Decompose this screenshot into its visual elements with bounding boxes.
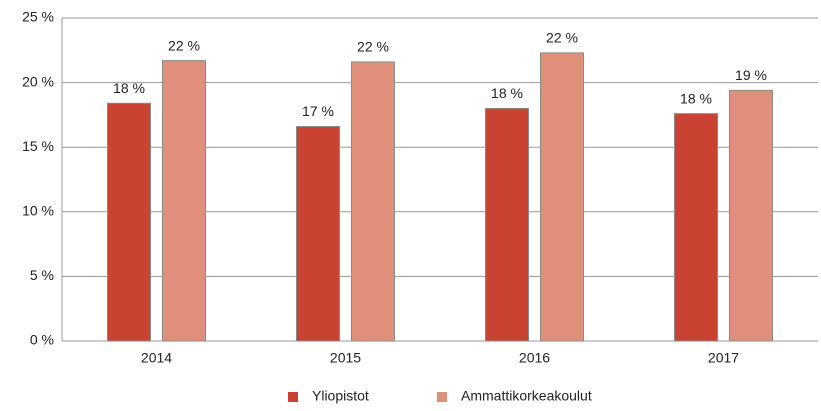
value-label: 22 % bbox=[357, 39, 389, 55]
y-tick-label: 0 % bbox=[30, 332, 54, 348]
y-tick-label: 15 % bbox=[22, 138, 54, 154]
legend-label: Ammattikorkeakoulut bbox=[461, 388, 592, 404]
value-label: 22 % bbox=[168, 37, 200, 53]
x-tick-label: 2014 bbox=[141, 350, 172, 366]
x-tick-label: 2017 bbox=[708, 350, 739, 366]
value-label: 22 % bbox=[546, 30, 578, 46]
x-tick-label: 2015 bbox=[330, 350, 361, 366]
bar bbox=[296, 126, 340, 342]
bar bbox=[674, 113, 718, 342]
bar bbox=[729, 89, 773, 342]
value-label: 18 % bbox=[491, 85, 523, 101]
y-tick-label: 5 % bbox=[30, 267, 54, 283]
value-label: 18 % bbox=[113, 80, 145, 96]
bar bbox=[485, 107, 529, 342]
legend-swatch bbox=[437, 392, 447, 402]
value-label: 19 % bbox=[735, 67, 767, 83]
bar bbox=[540, 52, 584, 342]
x-tick-label: 2016 bbox=[519, 350, 550, 366]
bar bbox=[351, 61, 395, 342]
value-label: 18 % bbox=[680, 90, 712, 106]
value-label: 17 % bbox=[302, 103, 334, 119]
legend-label: Yliopistot bbox=[312, 388, 369, 404]
y-tick-label: 10 % bbox=[22, 203, 54, 219]
legend-swatch bbox=[288, 392, 298, 402]
bar bbox=[162, 60, 206, 342]
y-tick-label: 20 % bbox=[22, 73, 54, 89]
y-tick-label: 25 % bbox=[22, 9, 54, 25]
bar bbox=[107, 102, 151, 342]
